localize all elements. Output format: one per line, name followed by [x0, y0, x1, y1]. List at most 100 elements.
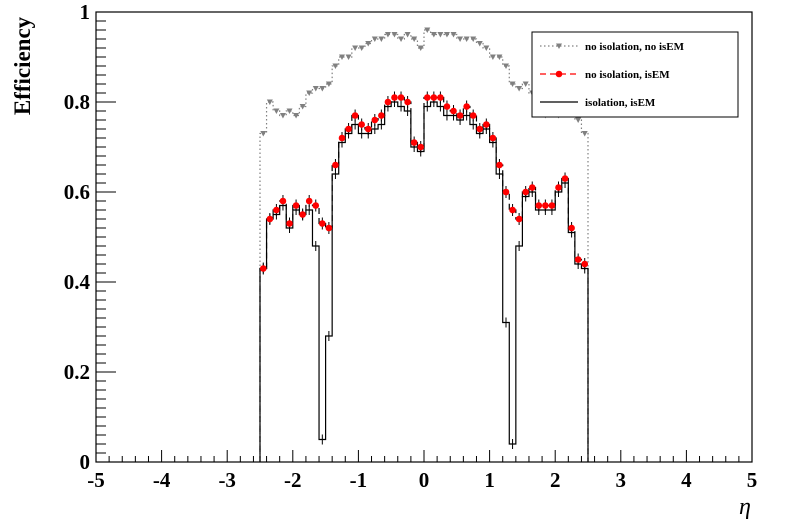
data-point	[404, 98, 411, 106]
data-point	[483, 121, 490, 128]
data-point	[437, 94, 444, 101]
legend-label: no isolation, no isEM	[585, 41, 685, 53]
data-point	[515, 215, 523, 223]
y-tick-label: 0.8	[64, 90, 90, 114]
x-tick-label: -2	[284, 468, 302, 492]
x-tick-label: -5	[87, 468, 105, 492]
data-point	[476, 41, 483, 47]
data-point	[273, 108, 280, 114]
data-point	[378, 36, 385, 42]
data-point	[364, 125, 372, 133]
data-point	[509, 81, 516, 87]
data-point	[417, 143, 425, 151]
data-point	[384, 98, 392, 106]
data-point	[358, 45, 365, 51]
x-tick-label: 0	[419, 468, 430, 492]
data-point	[463, 36, 470, 42]
data-point	[581, 131, 588, 137]
data-point	[305, 197, 313, 205]
data-point	[575, 117, 582, 123]
data-point	[457, 36, 464, 42]
data-point	[528, 184, 536, 191]
data-point	[398, 36, 405, 42]
data-point	[391, 94, 398, 101]
data-point	[443, 103, 451, 110]
ticks-layer: -5 -4 -3 -2 -1 0 1 2 3 4 5 0 0.2 0.4 0.6 0.8 1	[64, 0, 758, 492]
data-point	[503, 63, 509, 69]
legend-marker	[556, 43, 562, 49]
data-point	[424, 27, 431, 33]
data-point	[450, 107, 457, 115]
data-point	[476, 125, 484, 133]
data-point	[450, 32, 457, 38]
y-tick-label: 0.4	[64, 270, 91, 294]
data-point	[463, 103, 470, 110]
y-axis-title: Efficiency	[10, 16, 35, 115]
y-tick-label: 0.6	[64, 180, 90, 204]
data-point	[522, 188, 529, 196]
data-point	[581, 260, 589, 268]
data-point	[260, 131, 267, 137]
data-point	[266, 215, 274, 223]
data-point	[378, 112, 385, 119]
x-tick-label: 5	[747, 468, 758, 492]
data-point	[358, 121, 365, 128]
data-point	[371, 116, 379, 124]
series-1	[259, 91, 589, 462]
data-point	[325, 224, 333, 232]
data-point	[312, 202, 320, 209]
data-point	[279, 197, 287, 205]
data-point	[411, 36, 418, 42]
legend-marker	[555, 70, 563, 78]
data-point	[548, 202, 556, 209]
data-point	[561, 175, 569, 182]
y-tick-label: 1	[80, 0, 91, 24]
data-point	[509, 206, 516, 214]
data-point	[470, 36, 477, 42]
data-point	[286, 220, 293, 227]
data-point	[319, 86, 326, 92]
x-tick-label: 3	[616, 468, 627, 492]
data-point	[391, 32, 398, 38]
data-point	[345, 125, 352, 133]
data-point	[339, 54, 345, 60]
x-tick-label: -4	[153, 468, 171, 492]
x-tick-label: 1	[484, 468, 495, 492]
data-point	[423, 94, 431, 101]
data-point	[430, 94, 438, 101]
data-point	[266, 99, 273, 105]
data-point	[443, 32, 450, 38]
data-point	[404, 32, 411, 38]
x-axis-title: η	[739, 494, 751, 520]
data-point	[417, 45, 424, 51]
legend: no isolation, no isEM no isolation, isEM i…	[531, 31, 739, 118]
data-point	[496, 161, 503, 169]
data-point	[279, 113, 286, 119]
data-point	[456, 112, 464, 119]
data-point	[568, 224, 575, 232]
data-point	[437, 32, 444, 38]
data-point	[365, 41, 372, 47]
data-point	[273, 206, 280, 214]
data-point	[312, 86, 319, 92]
y-tick-label: 0.2	[64, 360, 90, 384]
data-point	[292, 202, 300, 209]
data-point	[338, 134, 346, 142]
x-tick-label: -3	[218, 468, 236, 492]
legend-label: isolation, isEM	[585, 97, 656, 109]
data-point	[345, 54, 352, 60]
data-point	[469, 112, 477, 119]
data-point	[535, 202, 543, 209]
x-tick-label: 2	[550, 468, 561, 492]
x-tick-label: 4	[681, 468, 692, 492]
data-point	[489, 134, 497, 142]
data-point	[542, 202, 549, 209]
data-point	[286, 108, 293, 114]
data-point	[332, 161, 339, 169]
data-point	[522, 81, 529, 87]
data-point	[430, 32, 437, 38]
data-point	[259, 265, 267, 272]
data-point	[299, 211, 306, 218]
data-point	[351, 112, 359, 119]
data-point	[352, 45, 359, 51]
